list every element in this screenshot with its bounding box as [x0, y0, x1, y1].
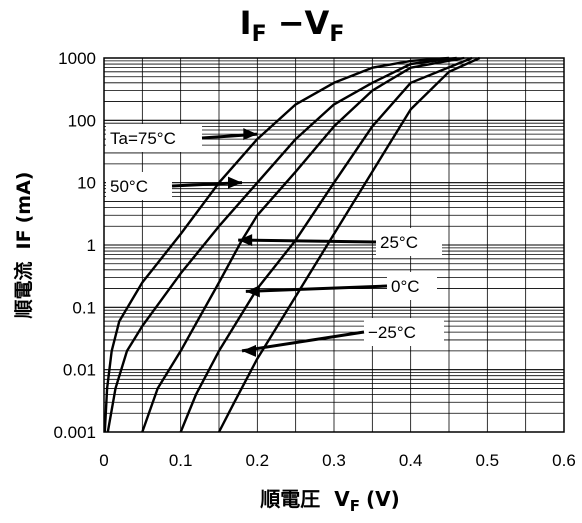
title-sep: −V	[267, 4, 330, 42]
annotation-arrow-line	[241, 330, 365, 353]
annotation-0: Ta=75°C	[106, 124, 258, 152]
series-line-1	[106, 56, 457, 433]
annotation-label: 0°C	[391, 277, 420, 296]
svg-text:IF −VF: IF −VF	[240, 4, 345, 47]
y-tick-label: 0.001	[53, 423, 96, 442]
series-line-2	[141, 56, 465, 433]
x-tick-label: 0.1	[169, 451, 193, 470]
y-axis-label-sym: IF	[13, 229, 35, 249]
title-sep-sub: F	[329, 22, 344, 47]
y-axis-label-prefix: 順電流	[12, 261, 35, 318]
y-tick-label: 1	[87, 236, 96, 255]
annotation-arrow-line	[238, 238, 377, 244]
x-tick-label: 0.4	[399, 451, 423, 470]
y-axis-label-unit: (mA)	[13, 172, 35, 224]
x-tick-labels: 0 0.1 0.2 0.3 0.4 0.5 0.6	[99, 451, 576, 470]
y-tick-label: 10	[77, 174, 96, 193]
annotation-2: 25°C	[238, 228, 442, 256]
series-line-4	[217, 56, 481, 433]
annotation-arrow-head	[242, 344, 256, 357]
x-axis-label: 順電圧 VF (V)	[260, 487, 400, 515]
grid	[104, 58, 564, 432]
x-tick-label: 0.3	[322, 451, 346, 470]
annotation-label: 25°C	[380, 233, 418, 252]
x-tick-label: 0.5	[476, 451, 500, 470]
title-main: I	[240, 4, 252, 42]
annotation-arrow-head	[238, 234, 253, 247]
chart-title: IF −VF	[240, 4, 345, 47]
title-main-sub: F	[252, 22, 267, 47]
annotations: Ta=75°C 50°C 25°C 0°C −25°C	[106, 124, 444, 357]
annotation-1: 50°C	[106, 172, 243, 200]
y-tick-label: 0.1	[72, 298, 96, 317]
x-axis-label-prefix: 順電圧	[260, 487, 320, 511]
annotation-arrow-head	[243, 128, 258, 141]
annotation-arrow-line	[245, 284, 388, 293]
x-axis-label-unit: (V)	[366, 487, 400, 511]
y-axis-label: 順電流 IF (mA)	[12, 172, 35, 319]
x-tick-label: 0.6	[552, 451, 576, 470]
annotation-arrow-head	[228, 176, 242, 189]
annotation-label: Ta=75°C	[110, 129, 176, 148]
y-tick-label: 0.01	[63, 361, 96, 380]
annotation-arrow-head	[245, 285, 260, 298]
plot-frame	[103, 57, 565, 433]
x-axis-label-sym: V	[334, 487, 350, 511]
x-axis-label-sub: F	[350, 497, 360, 515]
svg-text:順電流IF(mA): 順電流 IF (mA)	[12, 172, 35, 319]
x-tick-label: 0.2	[246, 451, 270, 470]
annotation-3: 0°C	[245, 272, 437, 300]
x-tick-label: 0	[99, 451, 108, 470]
y-tick-labels: 0.001 0.01 0.1 1 10 100 1000	[53, 49, 96, 442]
annotation-label: −25°C	[368, 323, 416, 342]
annotation-4: −25°C	[241, 318, 444, 357]
y-tick-label: 1000	[58, 49, 96, 68]
y-tick-label: 100	[68, 111, 96, 130]
annotation-label: 50°C	[110, 177, 148, 196]
